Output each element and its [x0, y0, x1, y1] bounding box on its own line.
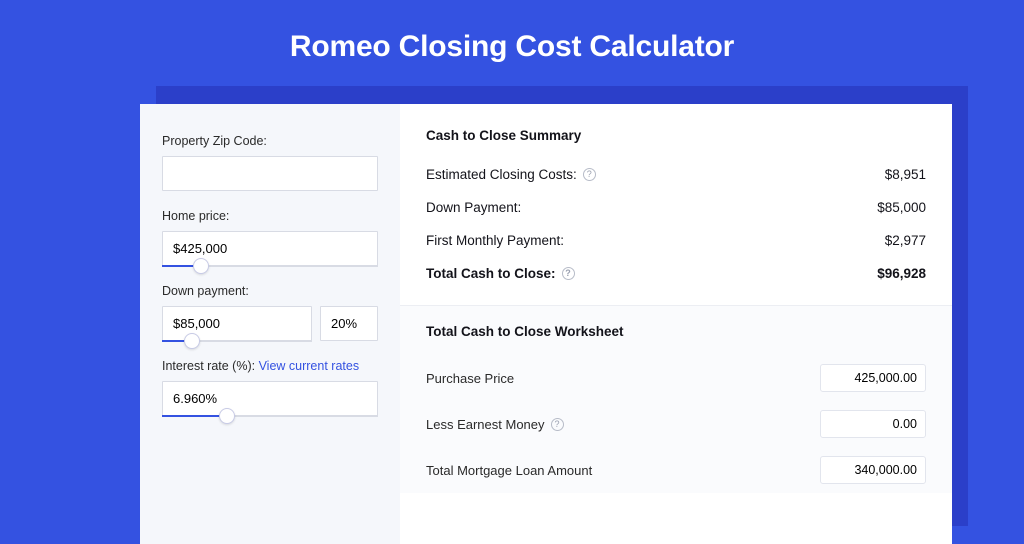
zip-field: Property Zip Code:: [162, 134, 378, 191]
worksheet-row: Total Mortgage Loan Amount: [426, 447, 926, 493]
results-panel: Cash to Close Summary Estimated Closing …: [400, 104, 952, 544]
summary-rows: Estimated Closing Costs:? $8,951 Down Paym…: [426, 159, 926, 291]
view-rates-link[interactable]: View current rates: [259, 359, 360, 373]
summary-row-value: $8,951: [885, 167, 926, 182]
down-payment-field: Down payment:: [162, 284, 378, 341]
zip-input[interactable]: [162, 156, 378, 191]
worksheet-row-label: Less Earnest Money?: [426, 417, 564, 432]
home-price-label: Home price:: [162, 209, 378, 223]
summary-row-label: First Monthly Payment:: [426, 233, 564, 248]
slider-thumb[interactable]: [184, 333, 200, 349]
worksheet-row-label-text: Total Mortgage Loan Amount: [426, 463, 592, 478]
worksheet-row-label-text: Purchase Price: [426, 371, 514, 386]
zip-label: Property Zip Code:: [162, 134, 378, 148]
interest-rate-input[interactable]: [162, 381, 378, 416]
interest-rate-slider[interactable]: [162, 381, 378, 416]
summary-row-label: Estimated Closing Costs:?: [426, 167, 596, 182]
worksheet-row: Purchase Price: [426, 355, 926, 401]
slider-thumb[interactable]: [193, 258, 209, 274]
summary-row-label-text: First Monthly Payment:: [426, 233, 564, 248]
summary-row: Down Payment: $85,000: [426, 192, 926, 225]
interest-rate-field: Interest rate (%): View current rates: [162, 359, 378, 416]
calculator-card: Property Zip Code: Home price: Down paym…: [140, 104, 952, 544]
down-payment-label: Down payment:: [162, 284, 378, 298]
summary-row-label: Total Cash to Close:?: [426, 266, 575, 281]
summary-row-label-text: Total Cash to Close:: [426, 266, 556, 281]
help-icon[interactable]: ?: [551, 418, 564, 431]
home-price-field: Home price:: [162, 209, 378, 266]
interest-rate-label: Interest rate (%): View current rates: [162, 359, 378, 373]
worksheet-row-label-text: Less Earnest Money: [426, 417, 545, 432]
worksheet-heading: Total Cash to Close Worksheet: [426, 324, 926, 339]
home-price-slider[interactable]: [162, 231, 378, 266]
summary-row: Total Cash to Close:? $96,928: [426, 258, 926, 291]
summary-heading: Cash to Close Summary: [426, 128, 926, 143]
worksheet-row-label: Total Mortgage Loan Amount: [426, 463, 592, 478]
summary-row-label-text: Estimated Closing Costs:: [426, 167, 577, 182]
summary-row: First Monthly Payment: $2,977: [426, 225, 926, 258]
slider-thumb[interactable]: [219, 408, 235, 424]
inputs-panel: Property Zip Code: Home price: Down paym…: [140, 104, 400, 544]
down-payment-pct-input[interactable]: [320, 306, 378, 341]
slider-fill: [162, 415, 227, 417]
worksheet-row-label: Purchase Price: [426, 371, 514, 386]
worksheet-row-input[interactable]: [820, 364, 926, 392]
worksheet-rows: Purchase Price Less Earnest Money? Total M…: [426, 355, 926, 493]
summary-row: Estimated Closing Costs:? $8,951: [426, 159, 926, 192]
down-payment-slider[interactable]: [162, 306, 312, 341]
summary-row-value: $96,928: [877, 266, 926, 281]
help-icon[interactable]: ?: [583, 168, 596, 181]
interest-rate-label-text: Interest rate (%):: [162, 359, 259, 373]
worksheet-row: Less Earnest Money?: [426, 401, 926, 447]
summary-row-value: $2,977: [885, 233, 926, 248]
worksheet-row-input[interactable]: [820, 456, 926, 484]
worksheet-row-input[interactable]: [820, 410, 926, 438]
summary-row-value: $85,000: [877, 200, 926, 215]
help-icon[interactable]: ?: [562, 267, 575, 280]
page-title: Romeo Closing Cost Calculator: [0, 0, 1024, 88]
summary-row-label-text: Down Payment:: [426, 200, 521, 215]
summary-row-label: Down Payment:: [426, 200, 521, 215]
worksheet-section: Total Cash to Close Worksheet Purchase P…: [400, 305, 952, 493]
